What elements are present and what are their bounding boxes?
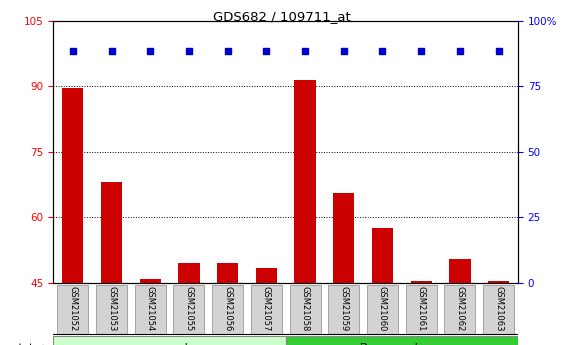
Point (223, 49, 232, 54)
Text: GDS682 / 109711_at: GDS682 / 109711_at (213, 10, 350, 23)
Text: GSM21059: GSM21059 (339, 286, 348, 331)
Bar (212, 285, 243, 334)
Text: GSM21057: GSM21057 (262, 286, 271, 331)
Bar (135, 285, 166, 334)
Bar (256, 268, 277, 283)
Bar (96, 285, 127, 334)
Bar (53, 336, 286, 345)
Point (146, 49, 155, 54)
Point (68, 49, 77, 54)
Bar (488, 281, 510, 283)
Point (345, 171, 354, 176)
Bar (328, 285, 359, 334)
Bar (406, 285, 437, 334)
Point (301, 49, 310, 54)
Text: GSM21054: GSM21054 (146, 286, 155, 331)
Bar (217, 263, 238, 283)
Bar (289, 285, 320, 334)
Bar (286, 336, 518, 345)
Bar (483, 285, 514, 334)
Point (185, 49, 194, 54)
Text: GSM21056: GSM21056 (223, 286, 232, 331)
Bar (333, 193, 355, 283)
Bar (294, 80, 316, 283)
Text: GSM21063: GSM21063 (494, 286, 503, 331)
Bar (372, 228, 393, 283)
Bar (62, 88, 83, 283)
Bar (101, 183, 122, 283)
Point (262, 49, 271, 54)
Text: Down syndrome: Down syndrome (360, 343, 444, 345)
Bar (251, 285, 282, 334)
Text: GSM21061: GSM21061 (417, 286, 426, 331)
Bar (410, 281, 432, 283)
Point (107, 49, 116, 54)
Text: disease state ▶: disease state ▶ (0, 343, 51, 345)
Text: GSM21053: GSM21053 (107, 286, 116, 331)
Bar (444, 285, 475, 334)
Point (455, 49, 464, 54)
Bar (140, 278, 161, 283)
Point (417, 49, 426, 54)
Point (339, 49, 348, 54)
Bar (449, 259, 471, 283)
Text: GSM21058: GSM21058 (301, 286, 310, 331)
Text: GSM21055: GSM21055 (185, 286, 194, 331)
Point (345, 317, 354, 323)
Bar (178, 263, 200, 283)
Bar (367, 285, 398, 334)
Text: GSM21060: GSM21060 (378, 286, 387, 331)
Point (494, 49, 503, 54)
Bar (57, 285, 88, 334)
Text: GSM21062: GSM21062 (455, 286, 464, 331)
Text: normal: normal (151, 343, 188, 345)
Bar (173, 285, 204, 334)
Text: GSM21052: GSM21052 (68, 286, 77, 331)
Point (378, 49, 387, 54)
